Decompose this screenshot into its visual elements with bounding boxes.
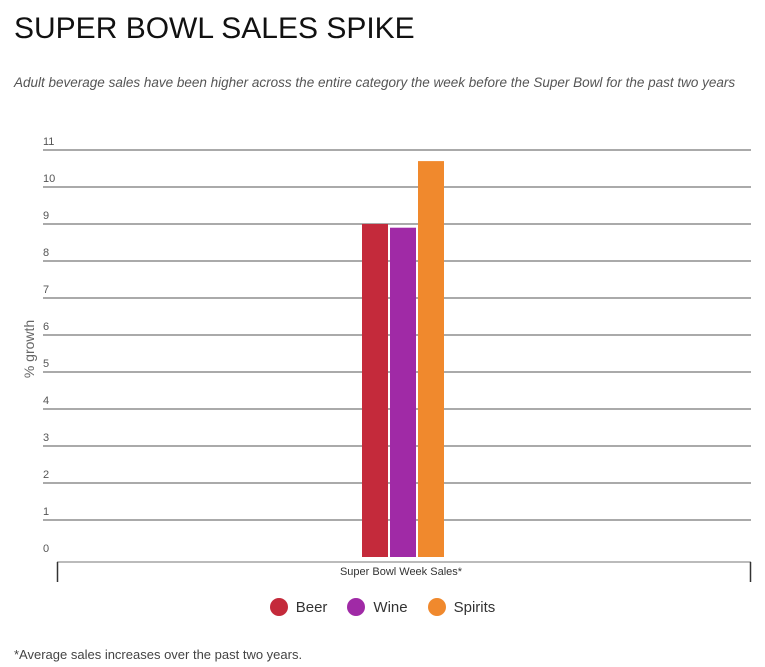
bar-spirits <box>418 161 444 557</box>
legend-label-beer: Beer <box>295 598 328 616</box>
legend-label-spirits: Spirits <box>453 598 496 616</box>
y-tick-label-0: 0 <box>43 543 49 555</box>
chart-legend: Beer Wine Spirits <box>0 598 765 616</box>
legend-item-beer: Beer <box>269 598 328 616</box>
y-tick-label-10: 10 <box>43 173 55 185</box>
y-tick-label-4: 4 <box>43 395 49 407</box>
y-tick-label-6: 6 <box>43 321 49 333</box>
footnote: *Average sales increases over the past t… <box>14 647 303 662</box>
legend-swatch-spirits <box>427 598 446 616</box>
legend-item-wine: Wine <box>347 598 408 616</box>
legend-swatch-wine <box>347 598 366 616</box>
y-tick-label-2: 2 <box>43 469 49 481</box>
y-tick-label-8: 8 <box>43 247 49 259</box>
x-category-label: Super Bowl Week Sales* <box>340 566 463 578</box>
y-tick-label-9: 9 <box>43 210 49 222</box>
y-tick-label-11: 11 <box>43 136 54 148</box>
y-axis-label: % growth <box>21 320 37 378</box>
legend-swatch-beer <box>269 598 288 616</box>
y-tick-label-1: 1 <box>43 506 49 518</box>
legend-label-wine: Wine <box>373 598 408 616</box>
chart-title: SUPER BOWL SALES SPIKE <box>14 12 415 45</box>
chart-subtitle: Adult beverage sales have been higher ac… <box>14 75 736 90</box>
legend-item-spirits: Spirits <box>427 598 496 616</box>
y-tick-label-7: 7 <box>43 284 49 296</box>
y-tick-label-3: 3 <box>43 432 49 444</box>
y-tick-label-5: 5 <box>43 358 49 370</box>
bar-beer <box>362 224 388 557</box>
bar-wine <box>390 227 416 557</box>
